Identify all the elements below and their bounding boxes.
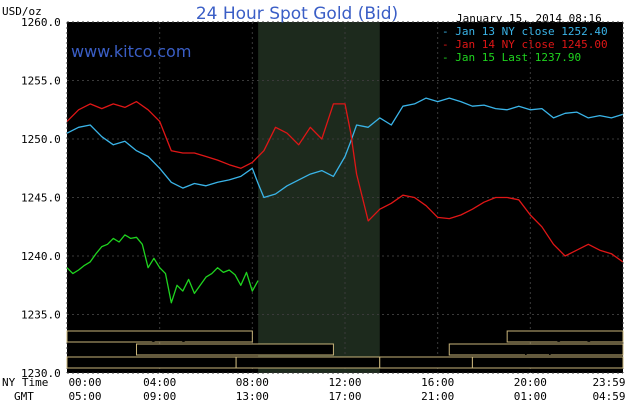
x-tick-label-gmt: 17:00	[328, 390, 361, 403]
x-tick-label-ny: 08:00	[236, 376, 269, 389]
series-line-2	[66, 234, 259, 304]
legend-entry-jan15: - Jan 15 Last 1237.90	[442, 51, 581, 64]
market-session-label: New York NYMEX	[266, 358, 350, 369]
x-tick-label-ny: 23:59	[592, 376, 625, 389]
x-tick-label-ny: 12:00	[328, 376, 361, 389]
market-session-bar	[506, 330, 624, 343]
x-tick-label-ny: 00:00	[68, 376, 101, 389]
chart-title: 24 Hour Spot Gold (Bid)	[196, 4, 398, 24]
y-tick-label: 1260.0	[21, 16, 61, 29]
x-tick-label-ny: 16:00	[421, 376, 454, 389]
x-tick-label-gmt: 01:00	[514, 390, 547, 403]
y-axis-unit: USD/oz	[2, 5, 42, 18]
y-axis-ticks: 1260.0 1255.0 1250.0 1245.0 1240.0 1235.0 1230…	[21, 16, 61, 380]
market-session-label: New York Globex	[106, 358, 196, 369]
market-session-label: London	[217, 345, 253, 356]
market-session-bar	[136, 343, 334, 356]
market-session-label: Sydney	[518, 345, 554, 356]
x-tick-label-gmt: 09:00	[143, 390, 176, 403]
x-tick-label-gmt: 05:00	[68, 390, 101, 403]
gmt-row-label: GMT	[14, 390, 34, 403]
ny-time-row-label: NY Time	[2, 376, 48, 389]
market-session-label: Hong Kong	[133, 332, 187, 343]
y-tick-label: 1240.0	[21, 250, 61, 263]
y-tick-label: 1235.0	[21, 309, 61, 322]
x-tick-label-gmt: 04:59	[592, 390, 625, 403]
y-tick-label: 1255.0	[21, 75, 61, 88]
x-tick-label-gmt: 13:00	[236, 390, 269, 403]
market-session-bar	[448, 343, 624, 356]
x-tick-label-gmt: 21:00	[421, 390, 454, 403]
series-lines	[66, 97, 624, 304]
y-tick-label: 1245.0	[21, 192, 61, 205]
chart-timestamp: January 15, 2014 08:16	[456, 12, 602, 25]
market-session-label: NY Globex	[399, 358, 453, 369]
grid	[66, 21, 624, 374]
legend-entry-jan14: - Jan 14 NY close 1245.00	[442, 38, 608, 51]
y-tick-label: 1230.0	[21, 367, 61, 380]
series-line-0	[66, 97, 623, 199]
market-sessions: Hong Kong Hong Kong London Sydney New York G…	[66, 330, 624, 369]
series-line-1	[66, 100, 624, 263]
x-tick-label-ny: 20:00	[514, 376, 547, 389]
market-session-bar	[66, 330, 253, 343]
market-session-bar	[471, 356, 624, 369]
brand-watermark: www.kitco.com	[71, 42, 191, 61]
market-session-label: Hong Kong	[538, 332, 592, 343]
legend: - Jan 13 NY close 1252.40 - Jan 14 NY cl…	[442, 25, 608, 64]
market-session-label: New York Globex	[503, 358, 593, 369]
y-tick-label: 1250.0	[21, 133, 61, 146]
x-tick-label-ny: 04:00	[143, 376, 176, 389]
legend-entry-jan13: - Jan 13 NY close 1252.40	[442, 25, 608, 38]
